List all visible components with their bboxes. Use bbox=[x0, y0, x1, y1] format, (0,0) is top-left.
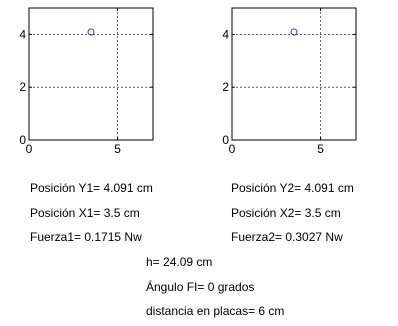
x-tick-label: 5 bbox=[114, 142, 121, 156]
x-tick-label: 5 bbox=[317, 142, 324, 156]
y-tick-label: 0 bbox=[19, 133, 26, 147]
y-tick-label: 4 bbox=[222, 27, 229, 41]
force2-readout: Fuerza2= 0.3027 Nw bbox=[231, 230, 343, 244]
y-tick-label: 0 bbox=[222, 133, 229, 147]
angle-readout: Ángulo FI= 0 grados bbox=[146, 280, 255, 294]
height-readout: h= 24.09 cm bbox=[146, 255, 213, 269]
axes-frame bbox=[231, 7, 357, 141]
x-tick-label: 0 bbox=[229, 142, 236, 156]
x-tick-label: 0 bbox=[26, 142, 33, 156]
y-tick-label: 2 bbox=[19, 80, 26, 94]
axes-frame bbox=[28, 7, 154, 141]
right-plot-svg: 0 2 4 0 5 bbox=[222, 7, 357, 156]
y-tick-label: 2 bbox=[222, 80, 229, 94]
position-x2-readout: Posición X2= 3.5 cm bbox=[231, 206, 341, 220]
position-x1-readout: Posición X1= 3.5 cm bbox=[30, 206, 140, 220]
left-plot-svg: 0 2 4 0 5 bbox=[19, 7, 154, 156]
y-tick-label: 4 bbox=[19, 27, 26, 41]
position-y2-readout: Posición Y2= 4.091 cm bbox=[231, 181, 354, 195]
data-point-marker bbox=[290, 28, 298, 36]
force1-readout: Fuerza1= 0.1715 Nw bbox=[30, 230, 142, 244]
left-plot: 0 2 4 0 5 bbox=[19, 4, 181, 169]
data-point-marker bbox=[87, 28, 95, 36]
distance-readout: distancia en placas= 6 cm bbox=[146, 304, 285, 318]
position-y1-readout: Posición Y1= 4.091 cm bbox=[30, 181, 153, 195]
right-plot: 0 2 4 0 5 bbox=[222, 4, 384, 169]
